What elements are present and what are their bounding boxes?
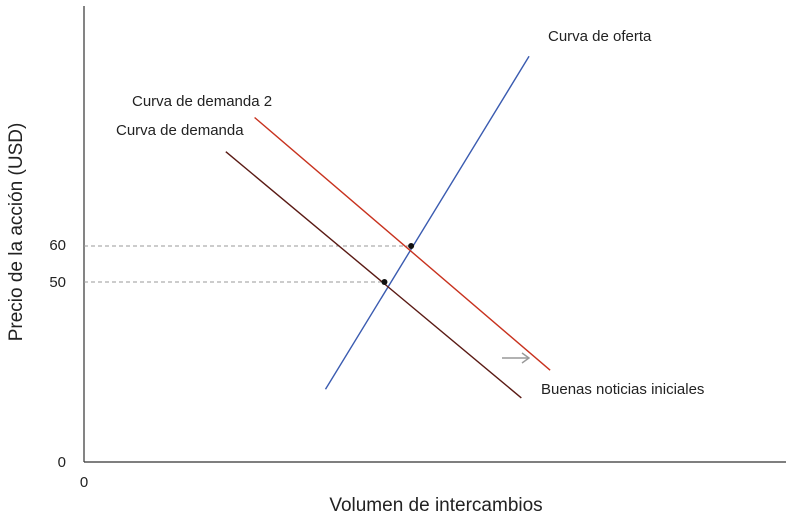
x-tick-label-0: 0 xyxy=(80,474,88,491)
y-tick-label-0: 0 xyxy=(58,454,66,471)
demand-curve-2-label: Curva de demanda 2 xyxy=(132,93,272,110)
equilibrium-point-60 xyxy=(408,243,415,249)
x-axis-title: Volumen de intercambios xyxy=(329,495,542,516)
demand-curve-label: Curva de demanda xyxy=(116,122,244,139)
equilibrium-point-50 xyxy=(381,279,388,285)
supply-curve-label: Curva de oferta xyxy=(548,28,652,45)
y-tick-label-60: 60 xyxy=(49,237,66,254)
demand-curve-2-line xyxy=(254,116,551,371)
supply-curve-line xyxy=(324,55,530,390)
y-tick-label-50: 50 xyxy=(49,274,66,291)
shift-arrow-icon xyxy=(502,352,531,364)
demand-curve-line xyxy=(225,151,522,399)
y-axis-title: Precio de la acción (USD) xyxy=(6,123,27,342)
annotation-good-news: Buenas noticias iniciales xyxy=(541,381,704,398)
